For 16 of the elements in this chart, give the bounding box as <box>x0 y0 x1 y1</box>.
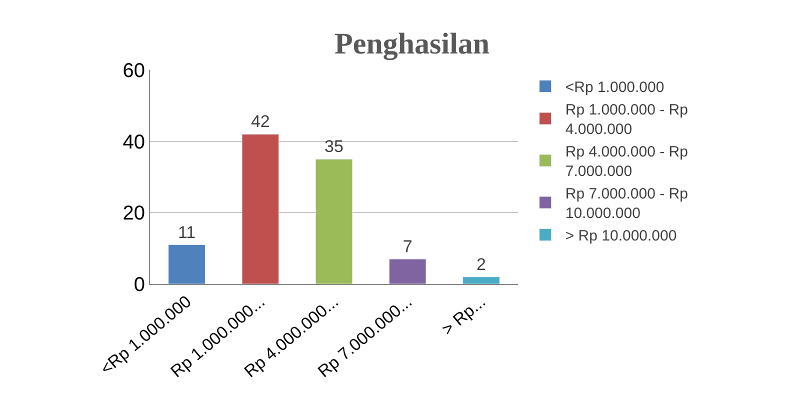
legend-label: > Rp 10.000.000 <box>565 228 677 245</box>
chart-title: Penghasilan <box>334 27 490 60</box>
legend-label: Rp 7.000.000 - Rp 10.000.000 <box>565 186 688 222</box>
data-label: 7 <box>402 237 412 256</box>
data-label: 2 <box>476 254 486 274</box>
y-tick-label: 40 <box>122 131 145 154</box>
legend-label: Rp 4.000.000 - Rp 7.000.000 <box>565 144 688 180</box>
y-tick-label: 0 <box>134 274 145 296</box>
legend-label: <Rp 1.000.000 <box>565 79 664 96</box>
data-label: 11 <box>178 222 196 242</box>
data-label: 35 <box>324 137 344 156</box>
x-tick-label: > Rp... <box>438 292 490 339</box>
y-tick-label: 20 <box>122 202 145 225</box>
y-tick-label: 60 <box>122 60 145 82</box>
data-label: 42 <box>250 112 270 132</box>
legend-label: Rp 1.000.000 - Rp 4.000.000 <box>565 102 688 138</box>
